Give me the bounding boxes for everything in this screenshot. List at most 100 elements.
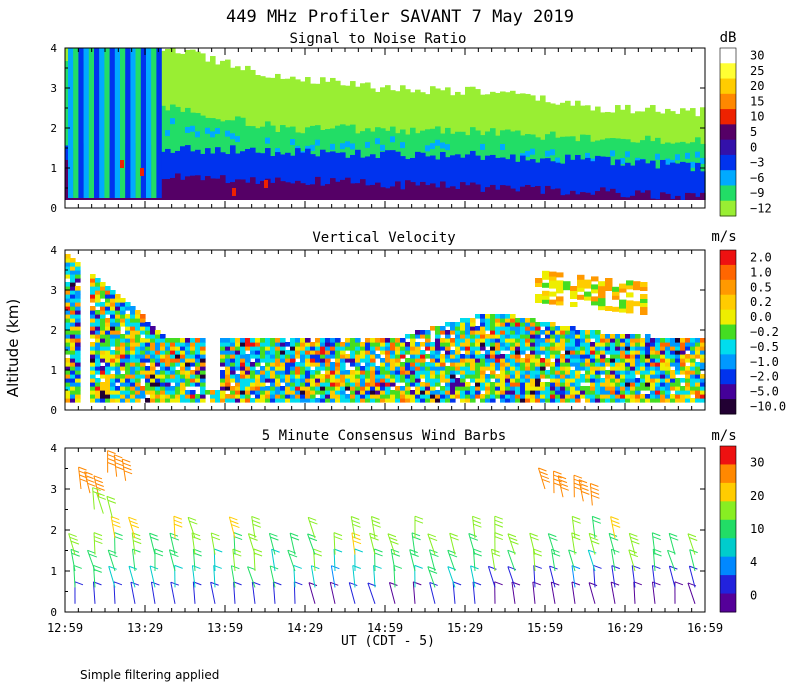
vvel-cell — [125, 398, 131, 403]
vvel-cell — [130, 314, 136, 319]
vvel-cell — [370, 378, 376, 383]
vvel-cell — [560, 374, 566, 379]
wind-barb — [151, 581, 160, 586]
wind-barb-upper — [590, 483, 599, 487]
wind-barb — [427, 566, 436, 588]
vvel-cell — [155, 370, 161, 375]
vvel-cell — [626, 292, 634, 298]
wind-barb — [370, 516, 376, 539]
vvel-cell — [480, 386, 486, 391]
wind-barb — [173, 516, 176, 539]
vvel-cell — [590, 346, 596, 351]
vvel-cell — [180, 394, 186, 399]
snr-cell — [185, 145, 191, 200]
vvel-cell — [500, 330, 506, 335]
vvel-cell — [556, 288, 564, 294]
wind-barb — [210, 532, 216, 555]
vvel-cell — [425, 398, 431, 403]
vvel-cell — [245, 378, 251, 383]
wind-barb — [629, 553, 639, 558]
vvel-cell — [375, 346, 381, 351]
vvel-cell — [320, 390, 326, 395]
vvel-cell — [590, 386, 596, 391]
vvel-cell — [465, 374, 471, 379]
vvel-plot — [65, 254, 706, 403]
vvel-cell — [450, 326, 456, 331]
vvel-cell — [325, 346, 331, 351]
snr-cell — [365, 141, 371, 148]
wind-barb — [549, 565, 558, 570]
vvel-cell — [105, 382, 111, 387]
vvel-cell — [490, 318, 496, 323]
snr-cell — [560, 163, 566, 200]
vvel-cell — [470, 318, 476, 323]
wind-barb — [430, 553, 439, 558]
vvel-cell — [220, 382, 226, 387]
wind-barb — [591, 516, 596, 539]
vvel-cell — [590, 330, 596, 335]
wind-barb — [251, 581, 256, 604]
snr-frame — [64, 47, 706, 209]
vvel-cell — [500, 366, 506, 371]
vvel-cell — [285, 386, 291, 391]
vvel-cell — [160, 338, 166, 343]
wind-barb — [414, 519, 424, 524]
wind-barb — [192, 581, 196, 604]
wind-barb-upper — [113, 454, 118, 477]
wind-barb — [192, 536, 201, 541]
vvel-cell — [626, 304, 634, 310]
vvel-cell — [160, 354, 166, 359]
vvel-cell — [470, 398, 476, 403]
wind-plot — [68, 450, 698, 604]
vvel-cell — [155, 342, 161, 347]
vvel-cell — [570, 338, 576, 343]
vvel-cell — [545, 330, 551, 335]
vvel-cell — [605, 394, 611, 399]
vvel-cell — [180, 398, 186, 403]
vvel-cell — [170, 358, 176, 363]
vvel-cell — [255, 394, 261, 399]
vvel-cell — [275, 350, 281, 355]
vvel-cell — [549, 291, 557, 297]
wind-barb — [610, 516, 619, 521]
snr-cell — [250, 177, 256, 200]
vvel-cell — [140, 354, 146, 359]
wind-barb — [689, 549, 696, 572]
wind-colorbar-label: 0 — [750, 588, 757, 602]
vvel-cell — [480, 342, 486, 347]
vvel-cell — [580, 362, 586, 367]
vvel-cell — [556, 300, 564, 306]
wind-barb-upper — [114, 458, 123, 463]
vvel-cell — [100, 306, 106, 311]
wind-barb — [130, 582, 136, 604]
vvel-cell — [625, 386, 631, 391]
vvel-cell — [375, 366, 381, 371]
wind-barb — [251, 516, 256, 539]
wind-barb — [568, 549, 577, 554]
vvel-cell — [490, 374, 496, 379]
vvel-cell — [380, 374, 386, 379]
vvel-cell — [385, 362, 391, 367]
snr-cell — [695, 162, 701, 200]
wind-barb — [168, 549, 176, 572]
snr-cell — [695, 151, 701, 158]
vvel-cell — [235, 390, 241, 395]
vvel-colorbar-label: −2.0 — [750, 370, 779, 384]
vvel-cell — [570, 334, 576, 339]
vvel-cell — [475, 374, 481, 379]
vvel-cell — [400, 370, 406, 375]
snr-cell — [385, 150, 391, 200]
wind-barb — [427, 533, 436, 538]
vvel-cell — [310, 346, 316, 351]
vvel-cell — [505, 378, 511, 383]
wind-barb — [294, 581, 303, 586]
vvel-cell — [225, 366, 231, 371]
vvel-cell — [525, 374, 531, 379]
vvel-cell — [335, 338, 341, 343]
vvel-cell — [591, 296, 599, 302]
vvel-cell — [105, 294, 111, 299]
vvel-cell — [505, 366, 511, 371]
vvel-cell — [585, 354, 591, 359]
vvel-cell — [325, 398, 331, 403]
vvel-cell — [135, 310, 141, 315]
